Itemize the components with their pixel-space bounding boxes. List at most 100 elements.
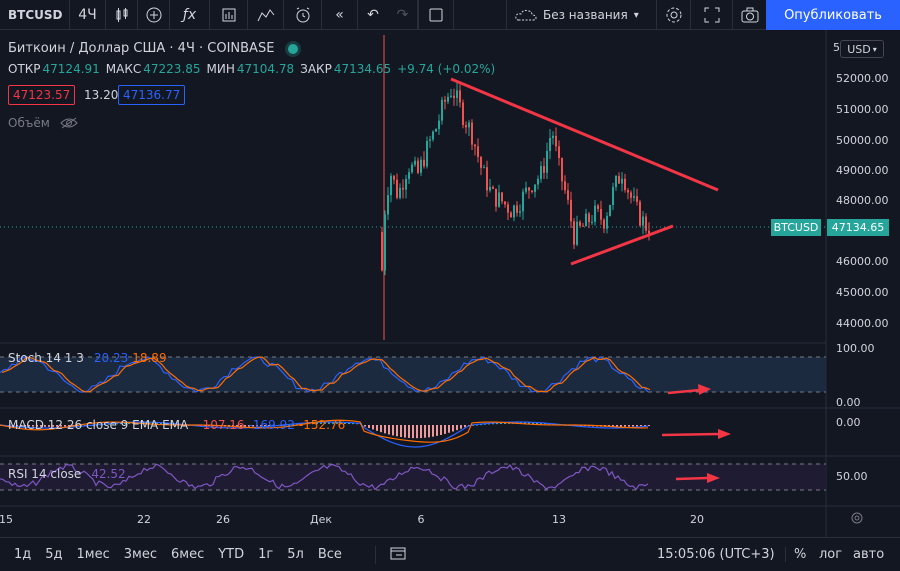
macd-hist-bar bbox=[236, 425, 238, 427]
symbol-search-button[interactable]: BTCUSD bbox=[0, 0, 70, 30]
candle-body bbox=[468, 122, 470, 128]
high-label: МАКС bbox=[105, 62, 142, 76]
chevron-down-icon: ▾ bbox=[872, 44, 877, 54]
chart-type-icon[interactable] bbox=[106, 0, 138, 30]
candle-body bbox=[483, 167, 485, 169]
alert-clock-icon[interactable] bbox=[284, 0, 322, 30]
range-button[interactable]: 5л bbox=[287, 547, 304, 562]
undo-icon[interactable]: ↶ bbox=[367, 6, 379, 23]
range-button[interactable]: 1мес bbox=[76, 547, 110, 562]
templates-icon[interactable] bbox=[210, 0, 248, 30]
camera-icon[interactable] bbox=[732, 0, 766, 30]
price-label: 45000.00 bbox=[836, 286, 889, 299]
range-button[interactable]: 1д bbox=[14, 547, 32, 562]
fullscreen-box-icon[interactable] bbox=[418, 0, 454, 30]
candle-body bbox=[471, 122, 473, 145]
candle-body bbox=[435, 129, 437, 132]
rsi-line bbox=[0, 463, 649, 491]
range-button[interactable]: 3мес bbox=[123, 547, 157, 562]
candle-body bbox=[579, 221, 581, 226]
publish-button[interactable]: Опубликовать bbox=[766, 0, 900, 30]
candle-body bbox=[555, 135, 557, 147]
indicators-fx-icon[interactable]: ƒx bbox=[170, 0, 210, 30]
candle-body bbox=[585, 213, 587, 227]
interval-button[interactable]: 4Ч bbox=[70, 0, 106, 30]
candle-body bbox=[552, 135, 554, 139]
candle-body bbox=[444, 99, 446, 102]
candle-body bbox=[603, 219, 605, 229]
stoch-legend[interactable]: Stoch 14 1 3 20.23 18.89 bbox=[8, 351, 167, 365]
rsi-axis: 50.00 bbox=[836, 470, 868, 483]
candle-body bbox=[438, 120, 440, 130]
buy-price-box[interactable]: 47136.77 bbox=[118, 85, 186, 105]
macd-hist-bar bbox=[20, 425, 22, 427]
range-button[interactable]: Все bbox=[317, 547, 342, 562]
range-button[interactable]: YTD bbox=[218, 547, 245, 562]
time-axis-gear-icon bbox=[851, 512, 863, 524]
layout-name-button[interactable]: Без названия ▾ bbox=[506, 0, 656, 30]
candle-body bbox=[582, 225, 584, 227]
candle-body bbox=[618, 175, 620, 184]
macd-hist-bar bbox=[492, 423, 494, 425]
candle-body bbox=[453, 95, 455, 98]
redo-icon[interactable]: ↷ bbox=[388, 0, 418, 30]
market-open-status-icon bbox=[288, 43, 299, 54]
macd-hist-bar bbox=[340, 422, 342, 424]
range-button[interactable]: 1г bbox=[258, 547, 274, 562]
macd-legend[interactable]: MACD 12 26 close 9 EMA EMA -107.16 -169.… bbox=[8, 418, 345, 432]
symbol-legend[interactable]: Биткоин / Доллар США · 4Ч · COINBASE bbox=[8, 41, 299, 56]
macd-hist-bar bbox=[120, 422, 122, 425]
macd-hist-bar bbox=[400, 425, 402, 438]
volume-legend[interactable]: Объём bbox=[8, 116, 78, 130]
macd-hist-bar bbox=[436, 425, 438, 436]
sell-price-box[interactable]: 47123.57 bbox=[8, 85, 76, 105]
candle-body bbox=[549, 138, 551, 151]
price-label: 49000.00 bbox=[836, 164, 889, 177]
compare-plus-icon[interactable] bbox=[138, 0, 170, 30]
candle-body bbox=[630, 192, 632, 198]
price-label: 48000.00 bbox=[836, 194, 889, 207]
candle-body bbox=[615, 175, 617, 188]
candle-body bbox=[564, 181, 566, 191]
clock-label[interactable]: 15:05:06 (UTC+3) bbox=[657, 547, 775, 562]
macd-hist-bar bbox=[336, 422, 338, 424]
gear-icon[interactable] bbox=[656, 0, 690, 30]
low-label: МИН bbox=[206, 62, 235, 76]
time-tick: 26 bbox=[216, 513, 230, 526]
macd-hist-bar bbox=[324, 422, 326, 424]
log-toggle[interactable]: лог bbox=[819, 547, 843, 562]
macd-hist-bar bbox=[404, 425, 406, 438]
price-label: 52000.00 bbox=[836, 72, 889, 85]
time-tick: 13 bbox=[552, 513, 566, 526]
candle-body bbox=[486, 167, 488, 191]
open-label: ОТКР bbox=[8, 62, 41, 76]
candle-body bbox=[387, 195, 389, 215]
macd-hist-bar bbox=[268, 425, 270, 426]
percent-toggle[interactable]: % bbox=[785, 547, 813, 562]
auto-toggle[interactable]: авто bbox=[853, 547, 885, 562]
candle-body bbox=[510, 212, 512, 218]
macd-value: -169.92 bbox=[248, 418, 295, 432]
candle-body bbox=[594, 205, 596, 222]
open-value: 47124.91 bbox=[42, 62, 100, 76]
range-button[interactable]: 5д bbox=[45, 547, 63, 562]
macd-label: MACD 12 26 close 9 EMA EMA bbox=[8, 418, 189, 432]
hidden-eye-icon[interactable] bbox=[60, 117, 78, 129]
fullscreen-icon[interactable] bbox=[690, 0, 732, 30]
macd-hist-bar bbox=[24, 425, 26, 427]
macd-hist-bar bbox=[528, 422, 530, 424]
rsi-legend[interactable]: RSI 14 close 42.52 bbox=[8, 467, 126, 481]
stoch-axis-bottom: 0.00 bbox=[836, 396, 861, 409]
trend-chart-icon[interactable] bbox=[248, 0, 284, 30]
macd-hist-bar bbox=[396, 425, 398, 437]
range-button[interactable]: 6мес bbox=[171, 547, 205, 562]
volume-label: Объём bbox=[8, 116, 50, 130]
goto-date-icon[interactable] bbox=[374, 545, 413, 564]
replay-icon[interactable]: « bbox=[322, 0, 358, 30]
macd-hist-bar bbox=[448, 425, 450, 433]
macd-hist-bar bbox=[148, 422, 150, 424]
stoch-axis-top: 100.00 bbox=[836, 342, 875, 355]
currency-selector[interactable]: USD ▾ bbox=[840, 40, 884, 58]
candle-body bbox=[537, 178, 539, 185]
